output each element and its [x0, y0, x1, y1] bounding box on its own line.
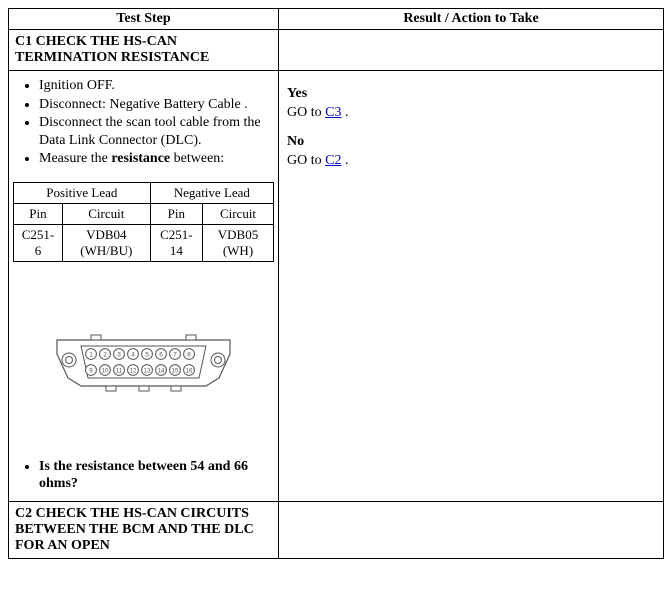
lead-col-circuit: Circuit	[62, 203, 150, 224]
c1-question-item: Is the resistance between 54 and 66 ohms…	[39, 458, 274, 493]
connector-diagram-wrapper: 12345678910111213141516	[13, 332, 274, 394]
c1-title-result-empty	[279, 30, 664, 71]
no-pre: GO to	[287, 153, 325, 168]
link-c2[interactable]: C2	[325, 153, 341, 168]
link-c3[interactable]: C3	[325, 105, 341, 120]
lead-table: Positive Lead Negative Lead Pin Circuit …	[13, 182, 274, 262]
yes-action: GO to C3 .	[287, 104, 655, 123]
c1-question: Is the resistance between 54 and 66 ohms…	[39, 459, 248, 492]
lead-pos-pin: C251-6	[14, 224, 63, 261]
svg-text:12: 12	[130, 367, 137, 374]
yes-pre: GO to	[287, 105, 325, 120]
step-text: Ignition OFF.	[39, 78, 115, 93]
svg-text:14: 14	[158, 367, 165, 374]
step-text-bold: resistance	[111, 151, 170, 166]
step-item: Measure the resistance between:	[39, 150, 274, 168]
step-text-post: between:	[170, 151, 224, 166]
c1-result-body: Yes GO to C3 . No GO to C2 .	[283, 73, 659, 177]
svg-text:13: 13	[144, 367, 151, 374]
step-item: Ignition OFF.	[39, 77, 274, 95]
no-label: No	[287, 133, 655, 152]
step-text: Disconnect: Negative Battery Cable .	[39, 97, 248, 112]
c1-question-list: Is the resistance between 54 and 66 ohms…	[13, 458, 274, 493]
svg-text:2: 2	[103, 351, 107, 358]
c1-title-cell: C1 CHECK THE HS-CAN TERMINATION RESISTAN…	[9, 30, 279, 71]
c2-title: C2 CHECK THE HS-CAN CIRCUITS BETWEEN THE…	[13, 504, 274, 556]
c1-steps-list: Ignition OFF. Disconnect: Negative Batte…	[13, 77, 274, 168]
diagnostic-table: Test Step Result / Action to Take C1 CHE…	[8, 8, 664, 559]
svg-text:16: 16	[186, 367, 193, 374]
lead-pos-circuit: VDB04 (WH/BU)	[62, 224, 150, 261]
dlc-connector-icon: 12345678910111213141516	[51, 332, 236, 394]
svg-text:3: 3	[117, 351, 121, 358]
lead-pos-header: Positive Lead	[14, 182, 151, 203]
step-text: Disconnect the scan tool cable from the …	[39, 115, 261, 148]
no-post: .	[341, 153, 348, 168]
svg-text:10: 10	[102, 367, 109, 374]
c2-title-cell: C2 CHECK THE HS-CAN CIRCUITS BETWEEN THE…	[9, 501, 279, 558]
svg-text:4: 4	[131, 351, 135, 358]
lead-col-pin: Pin	[14, 203, 63, 224]
svg-text:9: 9	[89, 367, 93, 374]
lead-neg-circuit: VDB05 (WH)	[202, 224, 273, 261]
lead-neg-pin: C251-14	[150, 224, 202, 261]
step-text-pre: Measure the	[39, 151, 111, 166]
svg-text:1: 1	[89, 351, 93, 358]
lead-col-pin: Pin	[150, 203, 202, 224]
header-test-step: Test Step	[9, 9, 279, 30]
lead-table-wrapper: Positive Lead Negative Lead Pin Circuit …	[13, 182, 274, 262]
svg-text:11: 11	[116, 367, 123, 374]
lead-col-circuit: Circuit	[202, 203, 273, 224]
svg-text:7: 7	[173, 351, 177, 358]
c2-title-result-empty	[279, 501, 664, 558]
no-action: GO to C2 .	[287, 152, 655, 171]
svg-text:6: 6	[159, 351, 163, 358]
header-result: Result / Action to Take	[279, 9, 664, 30]
c1-body-cell: Ignition OFF. Disconnect: Negative Batte…	[9, 71, 279, 502]
c1-title: C1 CHECK THE HS-CAN TERMINATION RESISTAN…	[13, 32, 274, 68]
svg-text:5: 5	[145, 351, 149, 358]
yes-label: Yes	[287, 85, 655, 104]
svg-text:15: 15	[172, 367, 179, 374]
lead-neg-header: Negative Lead	[150, 182, 273, 203]
svg-text:8: 8	[187, 351, 191, 358]
step-item: Disconnect the scan tool cable from the …	[39, 114, 274, 149]
c1-result-cell: Yes GO to C3 . No GO to C2 .	[279, 71, 664, 502]
yes-post: .	[341, 105, 348, 120]
step-item: Disconnect: Negative Battery Cable .	[39, 96, 274, 114]
